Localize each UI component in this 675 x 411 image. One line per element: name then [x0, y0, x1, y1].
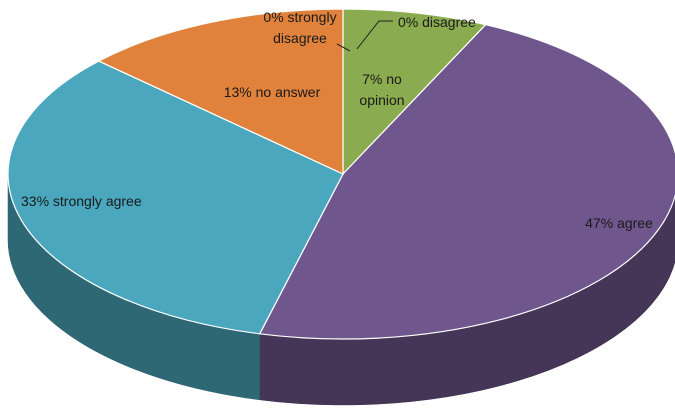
leader-line-disagree [356, 20, 393, 50]
pie-label-disagree: 0% disagree [398, 14, 476, 30]
pie-slice-agree [258, 24, 675, 340]
pie-label-strongly-disagree: 0% strongly disagree [263, 9, 336, 46]
pie-labels: 0% strongly disagree 0% disagree 7% no opini… [21, 9, 653, 231]
pie-label-no-opinion: 7% no opinion [359, 71, 404, 108]
pie-slice-strongly-agree [7, 60, 344, 335]
pie-label-no-answer: 13% no answer [224, 84, 321, 100]
pie-label-strongly-agree: 33% strongly agree [21, 193, 142, 209]
pie-slice-no-answer [97, 8, 344, 175]
pie-leader-lines [336, 20, 393, 52]
leader-line-strongly-disagree [336, 43, 351, 52]
pie-tops [7, 8, 675, 340]
pie-label-agree: 47% agree [585, 215, 653, 231]
pie-slice-no-opinion [342, 8, 487, 176]
